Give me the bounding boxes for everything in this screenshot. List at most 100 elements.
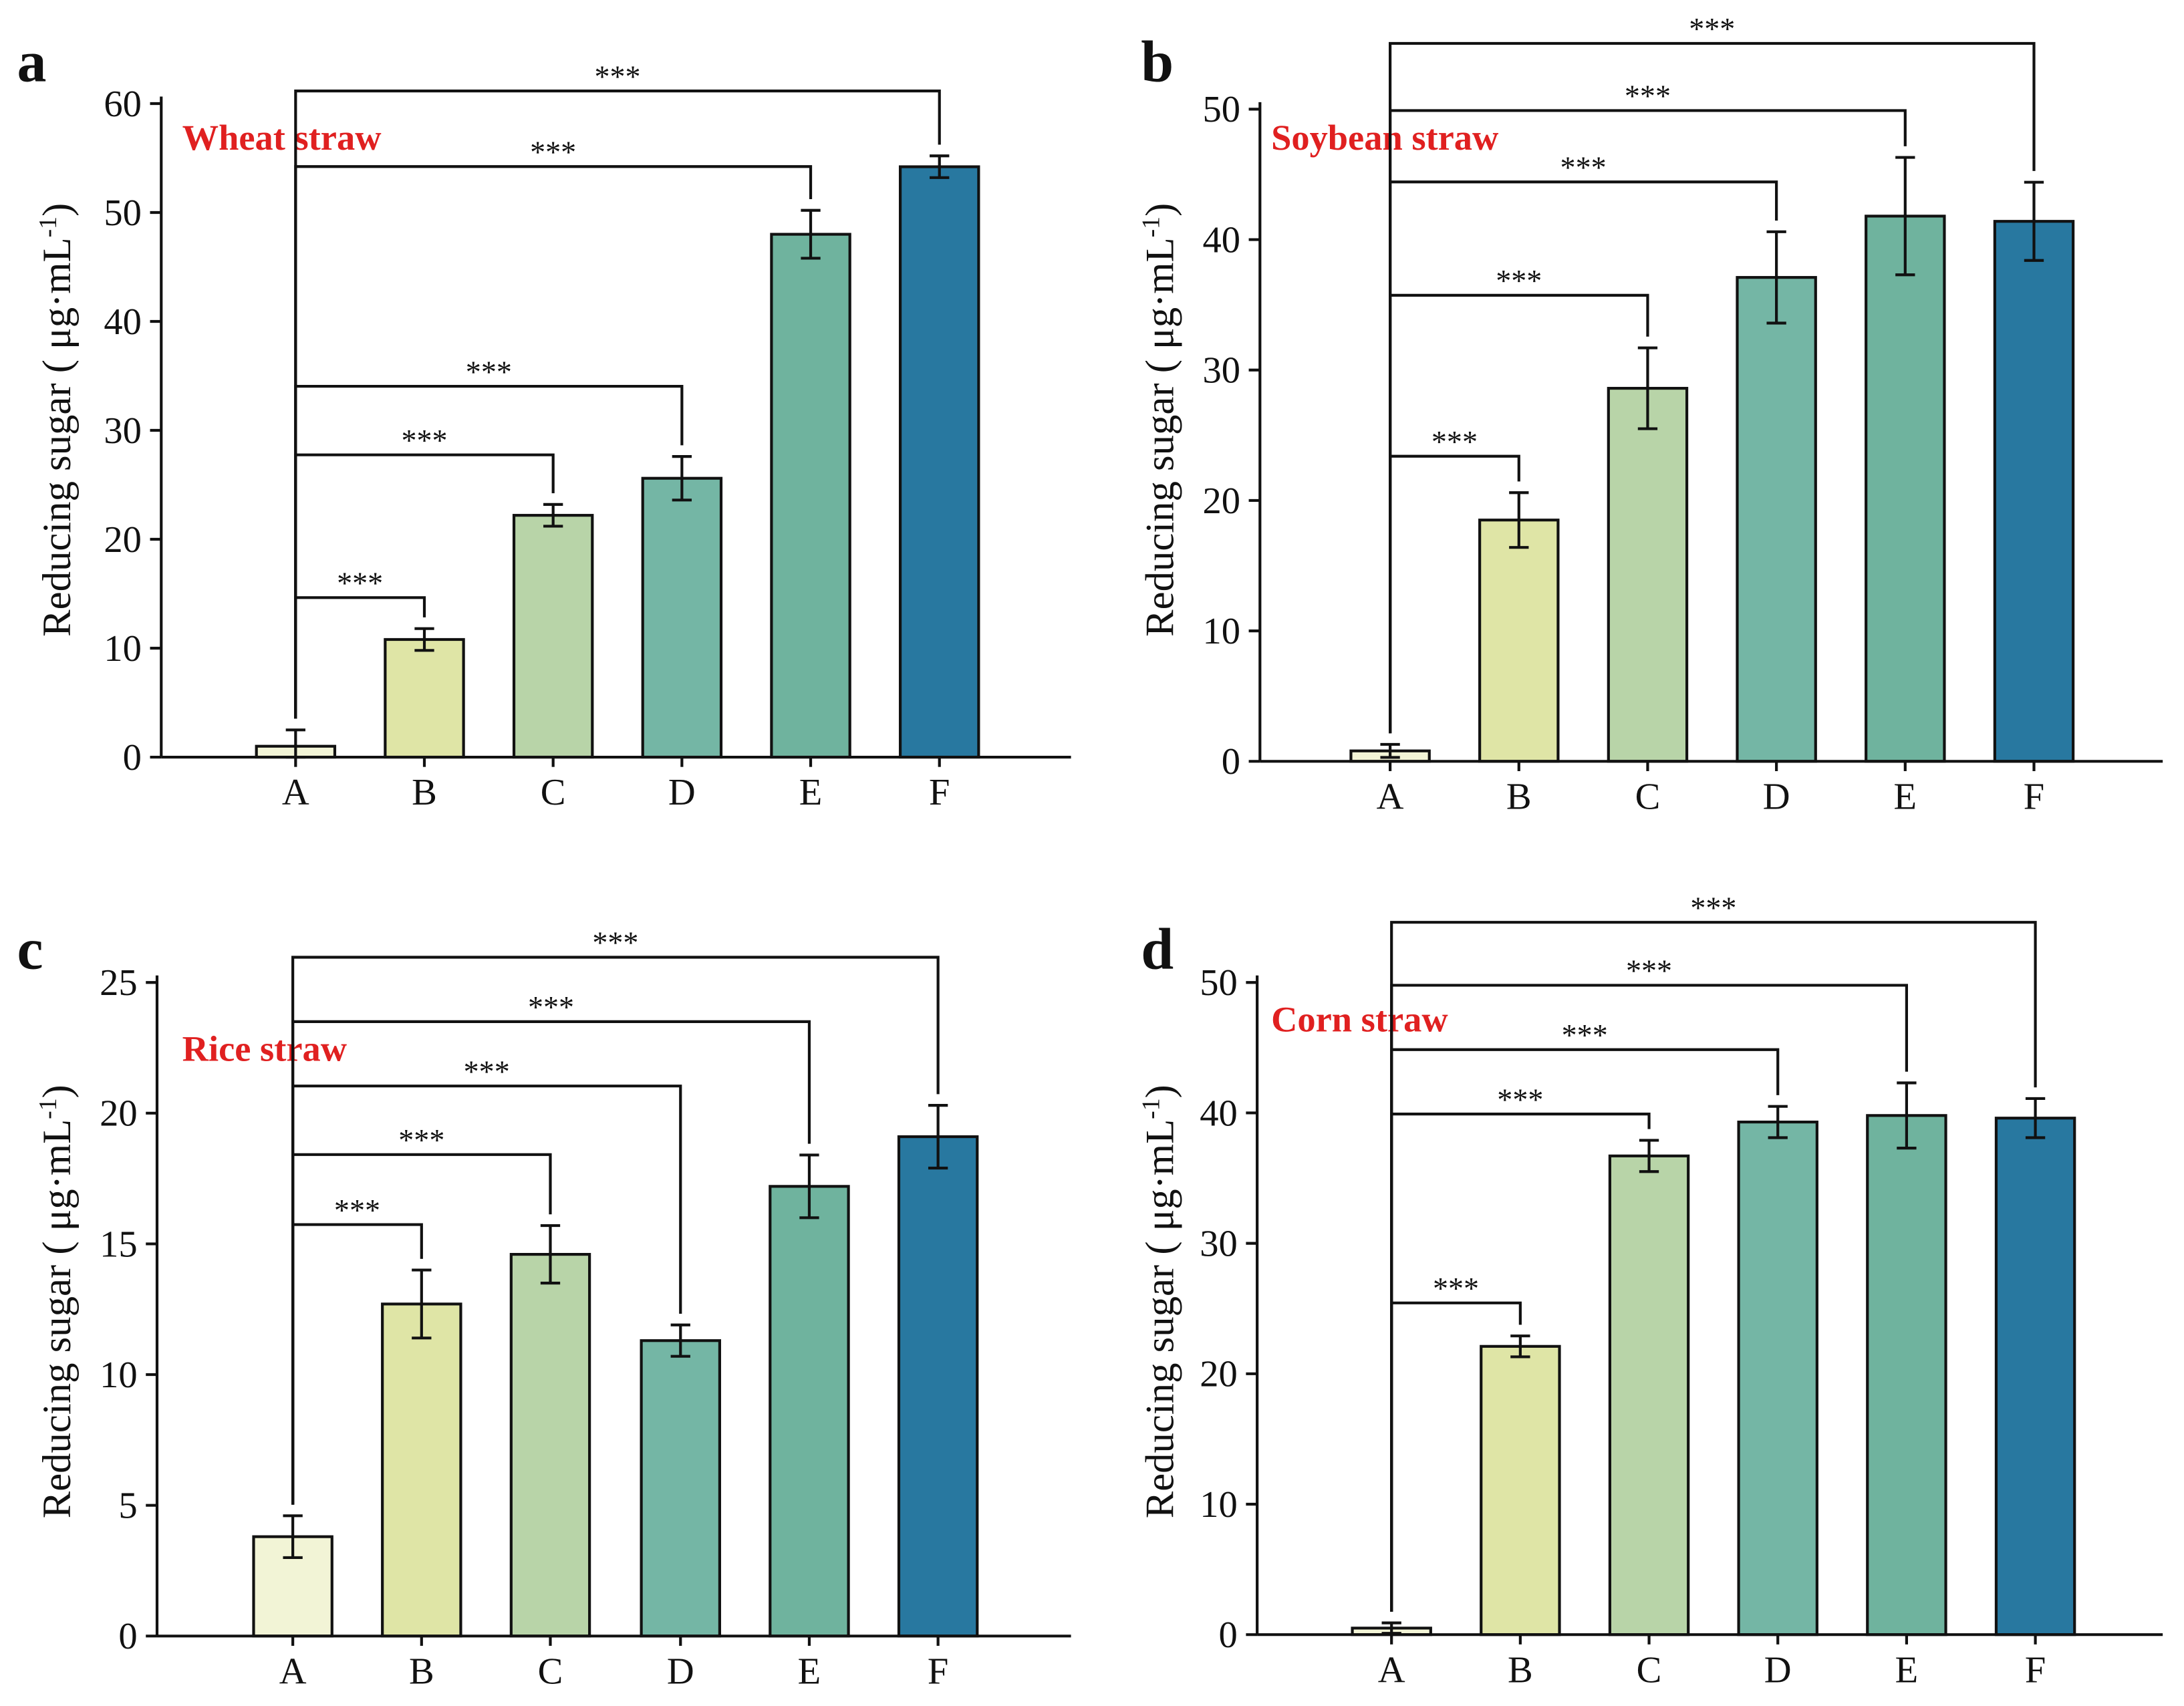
y-tick-label: 0 bbox=[1222, 741, 1240, 783]
x-tick-label: A bbox=[279, 1651, 307, 1692]
bar-E bbox=[1866, 1114, 1947, 1637]
y-axis-label-main: Reducing sugar ( μg·mL bbox=[1137, 1119, 1182, 1518]
x-tick-label: A bbox=[282, 772, 309, 813]
error-bar-C bbox=[540, 1224, 561, 1285]
significance-bracket-A-B: *** bbox=[294, 566, 426, 719]
x-tick-label: A bbox=[1378, 1649, 1405, 1691]
y-axis-label: Reducing sugar ( μg·mL-1) bbox=[34, 1085, 80, 1518]
y-axis-label-main: Reducing sugar ( μg·mL bbox=[1137, 237, 1182, 636]
y-tick-label: 40 bbox=[104, 301, 142, 343]
x-tick-label: D bbox=[1764, 1649, 1792, 1691]
significance-bracket-A-D: *** bbox=[294, 355, 684, 719]
x-tick-label: B bbox=[412, 772, 437, 813]
bracket-line bbox=[294, 90, 941, 719]
significance-bracket-A-F: *** bbox=[1389, 12, 2036, 734]
x-tick-label: A bbox=[1377, 776, 1404, 818]
error-bar-B bbox=[1510, 1334, 1530, 1359]
y-tick-label: 50 bbox=[1202, 89, 1240, 130]
significance-label: *** bbox=[464, 1054, 510, 1089]
x-tick-label: E bbox=[1895, 1649, 1919, 1691]
error-bar-A bbox=[283, 1514, 303, 1560]
y-tick-label: 20 bbox=[1202, 480, 1240, 522]
significance-label: *** bbox=[1690, 891, 1736, 925]
bar-F bbox=[1994, 1117, 2076, 1637]
significance-bracket-A-F: *** bbox=[294, 59, 941, 719]
x-tick-label: F bbox=[929, 772, 950, 813]
error-bar-F bbox=[2025, 1097, 2046, 1139]
significance-label: *** bbox=[401, 423, 447, 457]
y-tick-label: 50 bbox=[1200, 962, 1238, 1004]
bar-F bbox=[1993, 220, 2075, 763]
significance-label: *** bbox=[398, 1123, 444, 1157]
significance-label: *** bbox=[1433, 1272, 1479, 1306]
error-bar-F bbox=[928, 1104, 948, 1170]
y-tick-label: 10 bbox=[1200, 1484, 1238, 1526]
bar-C bbox=[509, 1253, 591, 1638]
significance-label: *** bbox=[466, 355, 512, 389]
panel-title: Wheat straw bbox=[182, 117, 382, 158]
bar-D bbox=[1736, 276, 1817, 763]
x-tick-label: D bbox=[1763, 776, 1790, 818]
x-tick-label: B bbox=[1508, 1649, 1533, 1691]
significance-label: *** bbox=[530, 135, 576, 169]
bar-E bbox=[769, 1185, 850, 1638]
significance-bracket-A-E: *** bbox=[294, 135, 813, 719]
significance-label: *** bbox=[1689, 12, 1735, 46]
x-tick-label: C bbox=[1637, 1649, 1662, 1691]
y-tick-label: 30 bbox=[1202, 350, 1240, 392]
x-tick-label: E bbox=[798, 1651, 821, 1692]
error-bar-E bbox=[799, 1153, 819, 1220]
y-axis-label-end: ) bbox=[35, 203, 80, 217]
error-bar-C bbox=[1637, 346, 1658, 430]
error-bar-D bbox=[670, 1323, 690, 1358]
x-tick-label: C bbox=[541, 772, 566, 813]
y-axis-label: Reducing sugar ( μg·mL-1) bbox=[1137, 203, 1183, 637]
error-bar-C bbox=[1639, 1139, 1659, 1173]
x-tick-label: E bbox=[1894, 776, 1917, 818]
error-bar-D bbox=[672, 455, 692, 502]
significance-bracket-A-D: *** bbox=[291, 1054, 682, 1505]
significance-label: *** bbox=[334, 1193, 380, 1227]
bar-B bbox=[1478, 519, 1560, 763]
panel-letter: b bbox=[1141, 29, 1174, 94]
x-tick-label: B bbox=[409, 1651, 434, 1692]
significance-label: *** bbox=[1560, 150, 1607, 184]
bar-C bbox=[1608, 1154, 1690, 1637]
panel-letter: a bbox=[17, 29, 47, 94]
bracket-line bbox=[1390, 1048, 1780, 1612]
bar-F bbox=[898, 165, 980, 759]
error-bar-B bbox=[1509, 491, 1529, 549]
bracket-line bbox=[291, 956, 940, 1505]
x-tick-label: E bbox=[799, 772, 823, 813]
x-tick-label: F bbox=[928, 1651, 948, 1692]
significance-bracket-A-F: *** bbox=[291, 926, 940, 1505]
y-tick-label: 0 bbox=[1219, 1614, 1238, 1656]
x-tick-label: C bbox=[538, 1651, 563, 1692]
error-bar-D bbox=[1766, 230, 1786, 325]
error-bar-C bbox=[543, 503, 563, 528]
bar-E bbox=[1865, 215, 1946, 763]
error-bar-E bbox=[1897, 1081, 1917, 1150]
significance-label: *** bbox=[1496, 264, 1542, 298]
panel-b: A B C D E F 0 10 20 30 40 50 Reducing sugar ( μg·mL-… bbox=[1137, 12, 2163, 818]
bar-C bbox=[1607, 386, 1689, 763]
panel-title: Soybean straw bbox=[1271, 117, 1499, 158]
bracket-line bbox=[1389, 41, 2036, 734]
panel-letter: d bbox=[1141, 917, 1174, 982]
significance-label: *** bbox=[594, 59, 640, 94]
panel-letter: c bbox=[17, 917, 43, 982]
significance-bracket-A-D: *** bbox=[1390, 1018, 1780, 1612]
y-axis-label-sup: -1 bbox=[1137, 217, 1166, 237]
significance-label: *** bbox=[1431, 424, 1478, 458]
error-bar-A bbox=[1380, 742, 1400, 759]
y-tick-label: 20 bbox=[100, 1093, 138, 1135]
error-bar-E bbox=[801, 208, 821, 260]
significance-label: *** bbox=[592, 926, 638, 960]
y-tick-label: 10 bbox=[100, 1355, 138, 1396]
significance-label: *** bbox=[1562, 1018, 1608, 1052]
y-axis-label-sup: -1 bbox=[1137, 1098, 1166, 1119]
bar-B bbox=[1480, 1344, 1561, 1637]
y-axis-label-main: Reducing sugar ( μg·mL bbox=[35, 1119, 80, 1518]
y-tick-label: 40 bbox=[1200, 1093, 1238, 1134]
